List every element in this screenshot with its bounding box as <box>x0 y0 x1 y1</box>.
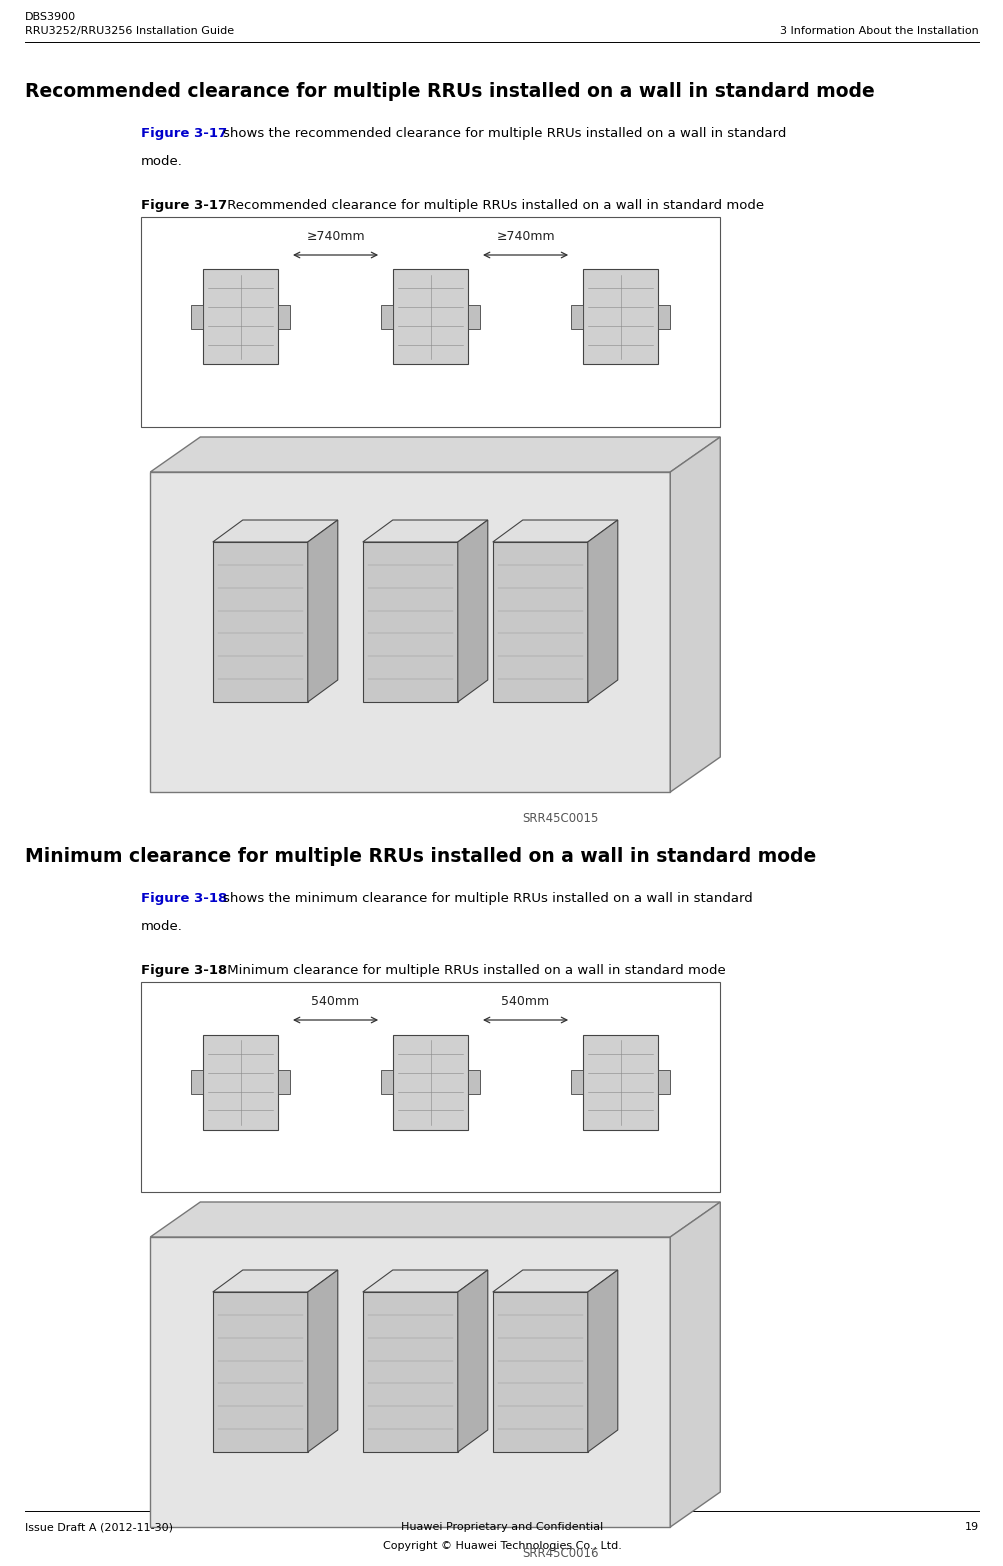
Text: Huawei Proprietary and Confidential: Huawei Proprietary and Confidential <box>400 1522 603 1532</box>
Text: 540mm: 540mm <box>311 994 359 1009</box>
Bar <box>381 305 392 329</box>
Polygon shape <box>492 1270 617 1292</box>
Text: 540mm: 540mm <box>500 994 549 1009</box>
Text: Issue Draft A (2012-11-30): Issue Draft A (2012-11-30) <box>25 1522 173 1532</box>
Bar <box>467 1070 479 1095</box>
Polygon shape <box>308 1270 337 1452</box>
Text: SRR45C0016: SRR45C0016 <box>522 1547 598 1560</box>
Polygon shape <box>492 542 587 702</box>
Polygon shape <box>213 542 308 702</box>
Text: Minimum clearance for multiple RRUs installed on a wall in standard mode: Minimum clearance for multiple RRUs inst… <box>25 847 815 866</box>
Text: ≥740mm: ≥740mm <box>495 230 555 243</box>
Text: SRR45C0015: SRR45C0015 <box>522 813 598 825</box>
Text: Figure 3-18: Figure 3-18 <box>140 893 227 905</box>
Text: DBS3900: DBS3900 <box>25 13 76 22</box>
Polygon shape <box>362 542 457 702</box>
Bar <box>571 305 583 329</box>
Polygon shape <box>150 1203 719 1237</box>
Polygon shape <box>362 1292 457 1452</box>
Polygon shape <box>150 437 719 471</box>
Text: 3 Information About the Installation: 3 Information About the Installation <box>779 27 978 36</box>
Polygon shape <box>587 520 617 702</box>
Text: mode.: mode. <box>140 155 183 168</box>
Bar <box>392 269 467 365</box>
Polygon shape <box>308 520 337 702</box>
Polygon shape <box>213 1270 337 1292</box>
Text: shows the recommended clearance for multiple RRUs installed on a wall in standar: shows the recommended clearance for mult… <box>223 127 785 139</box>
Polygon shape <box>150 471 670 792</box>
Polygon shape <box>670 1203 719 1527</box>
Polygon shape <box>457 520 487 702</box>
Bar <box>583 269 657 365</box>
Polygon shape <box>213 1292 308 1452</box>
Polygon shape <box>362 520 487 542</box>
Polygon shape <box>213 520 337 542</box>
Text: RRU3252/RRU3256 Installation Guide: RRU3252/RRU3256 Installation Guide <box>25 27 234 36</box>
Text: ≥740mm: ≥740mm <box>306 230 364 243</box>
Bar <box>203 269 278 365</box>
Text: Recommended clearance for multiple RRUs installed on a wall in standard mode: Recommended clearance for multiple RRUs … <box>223 199 763 211</box>
Polygon shape <box>457 1270 487 1452</box>
Bar <box>381 1070 392 1095</box>
Bar <box>467 305 479 329</box>
Bar <box>392 1035 467 1129</box>
Bar <box>203 1035 278 1129</box>
Polygon shape <box>670 437 719 792</box>
Text: Figure 3-18: Figure 3-18 <box>140 965 227 977</box>
Polygon shape <box>587 1270 617 1452</box>
Bar <box>191 305 203 329</box>
Text: mode.: mode. <box>140 919 183 933</box>
Text: Copyright © Huawei Technologies Co., Ltd.: Copyright © Huawei Technologies Co., Ltd… <box>382 1541 621 1550</box>
Bar <box>571 1070 583 1095</box>
Polygon shape <box>150 1237 670 1527</box>
Bar <box>278 305 290 329</box>
Polygon shape <box>362 1270 487 1292</box>
Bar <box>583 1035 657 1129</box>
Bar <box>140 982 719 1192</box>
Text: Figure 3-17: Figure 3-17 <box>140 127 227 139</box>
Polygon shape <box>492 520 617 542</box>
Text: Minimum clearance for multiple RRUs installed on a wall in standard mode: Minimum clearance for multiple RRUs inst… <box>223 965 724 977</box>
Bar <box>657 1070 669 1095</box>
Bar <box>191 1070 203 1095</box>
Polygon shape <box>492 1292 587 1452</box>
Text: shows the minimum clearance for multiple RRUs installed on a wall in standard: shows the minimum clearance for multiple… <box>223 893 751 905</box>
Bar <box>140 218 719 428</box>
Text: 19: 19 <box>964 1522 978 1532</box>
Text: Recommended clearance for multiple RRUs installed on a wall in standard mode: Recommended clearance for multiple RRUs … <box>25 81 874 100</box>
Text: Figure 3-17: Figure 3-17 <box>140 199 227 211</box>
Bar <box>278 1070 290 1095</box>
Bar <box>657 305 669 329</box>
